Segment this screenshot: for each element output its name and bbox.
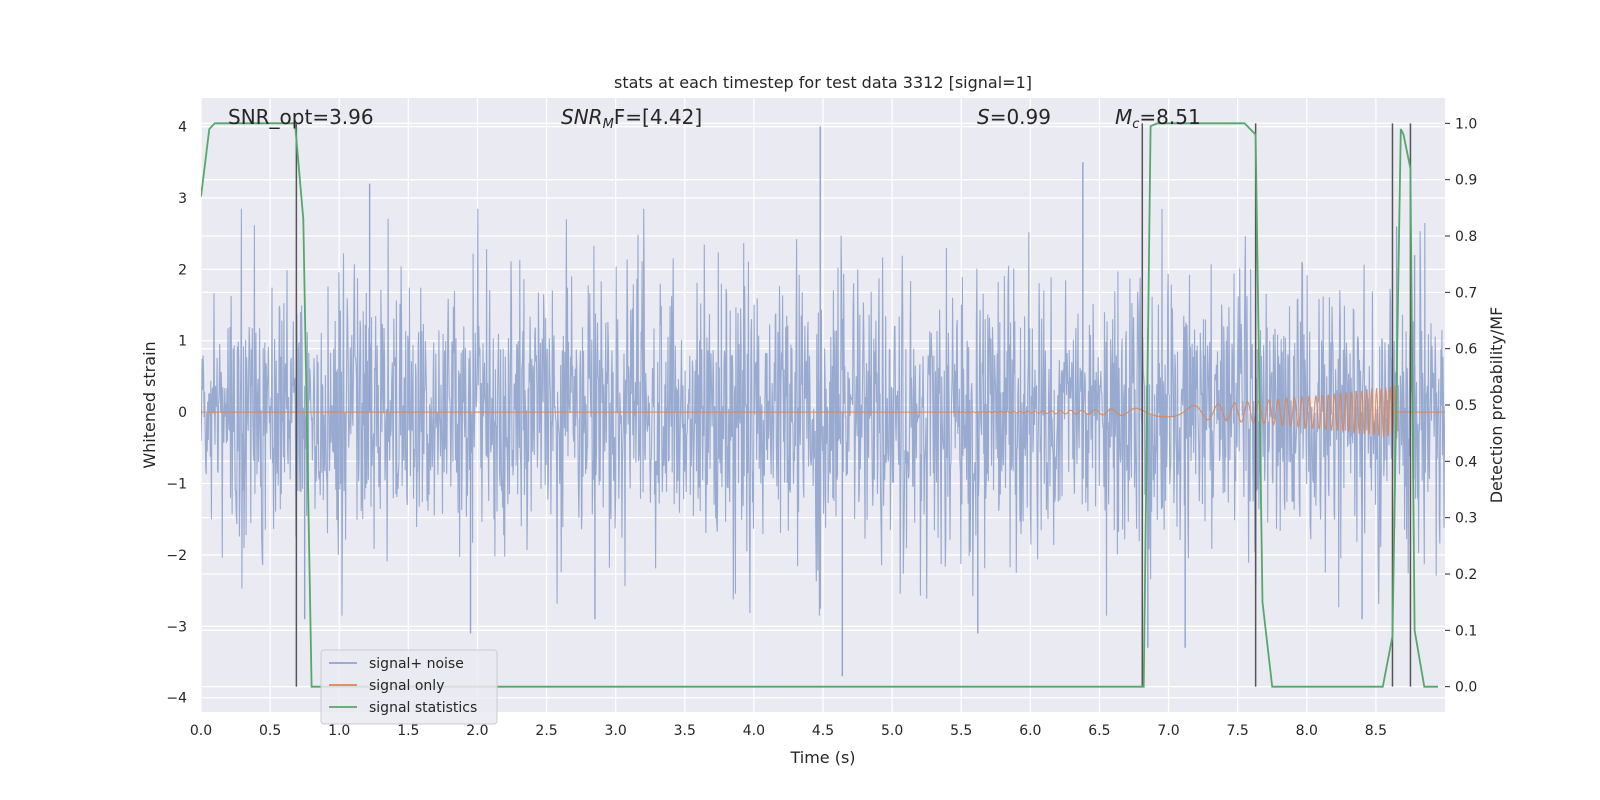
y2-tick-label: 0.8: [1455, 229, 1477, 245]
y2-tick-label: 0.0: [1455, 680, 1477, 696]
x-tick-label: 3.5: [674, 723, 696, 739]
y2-tick-label: 0.2: [1455, 567, 1477, 583]
legend: signal+ noise signal only signal statist…: [320, 649, 498, 725]
snr-mf-base: SNR: [561, 105, 603, 129]
annotation-snr-opt: SNR_opt=3.96: [228, 105, 374, 129]
x-tick-label: 1.0: [328, 723, 350, 739]
x-tick-label: 1.5: [397, 723, 419, 739]
x-axis-title: Time (s): [789, 748, 855, 767]
snr-mf-rest: F=[4.42]: [614, 105, 702, 129]
s-rest: =0.99: [990, 105, 1051, 129]
snr-mf-subscript: M: [603, 117, 614, 132]
annotation-mc: Mc=8.51: [1115, 105, 1201, 132]
x-axis-ticks: 0.0 0.5 1.0 1.5 2.0 2.5 3.0 3.5 4.0 4.5 5.0 5.5 6.0 6…: [190, 723, 1387, 739]
noise-series: [201, 126, 1445, 677]
y-axis-title: Whitened strain: [140, 341, 159, 468]
y-tick-label: −3: [166, 619, 187, 635]
y-tick-label: −1: [166, 477, 187, 493]
s-var: S: [977, 105, 990, 129]
y2-tick-label: 0.9: [1455, 173, 1477, 189]
y2-tick-label: 0.3: [1455, 511, 1477, 527]
mc-rest: =8.51: [1139, 105, 1200, 129]
y-tick-label: 2: [178, 262, 187, 278]
noise-line: [201, 208, 1445, 616]
legend-label-signal-noise: signal+ noise: [369, 656, 464, 672]
x-tick-label: 5.5: [950, 723, 972, 739]
x-tick-label: 0.0: [190, 723, 212, 739]
mc-var: M: [1115, 105, 1132, 129]
signal-only-line: [201, 385, 1445, 439]
x-tick-label: 8.0: [1296, 723, 1318, 739]
y-tick-label: −2: [166, 548, 187, 564]
annotation-s: S=0.99: [977, 105, 1051, 129]
legend-label-signal-only: signal only: [369, 678, 444, 694]
y2-tick-label: 0.5: [1455, 398, 1477, 414]
y-tick-label: 1: [178, 334, 187, 350]
x-tick-label: 0.5: [259, 723, 281, 739]
mc-subscript: c: [1132, 117, 1139, 132]
x-tick-label: 2.5: [535, 723, 557, 739]
plot-layer: [201, 122, 1445, 688]
x-tick-label: 3.0: [605, 723, 627, 739]
y2-axis-title: Detection probability/MF: [1487, 307, 1506, 504]
legend-box: [320, 649, 498, 725]
y2-tick-label: 0.4: [1455, 454, 1477, 470]
legend-label-signal-statistics: signal statistics: [369, 700, 477, 716]
x-tick-label: 2.0: [466, 723, 488, 739]
x-tick-label: 7.5: [1227, 723, 1249, 739]
x-tick-label: 6.5: [1088, 723, 1110, 739]
y2-axis-ticks: 0.0 0.1 0.2 0.3 0.4 0.5 0.6 0.7 0.8 0.9 1.0: [1445, 116, 1477, 696]
y-tick-label: −4: [166, 691, 187, 707]
x-tick-label: 5.0: [881, 723, 903, 739]
signal-statistics-series: [201, 122, 1439, 688]
x-tick-label: 7.0: [1157, 723, 1179, 739]
signal-statistics-line: [201, 122, 1439, 688]
y-axis-ticks: −4 −3 −2 −1 0 1 2 3 4: [166, 120, 187, 707]
chart-title: stats at each timestep for test data 331…: [614, 73, 1032, 92]
y2-tick-label: 0.7: [1455, 285, 1477, 301]
y-tick-label: 4: [178, 120, 187, 136]
y-tick-label: 3: [178, 191, 187, 207]
y2-tick-label: 0.1: [1455, 623, 1477, 639]
annotation-snr-mf: SNRMF=[4.42]: [561, 105, 702, 132]
y2-tick-label: 0.6: [1455, 342, 1477, 358]
signal-only-series: [201, 385, 1445, 439]
y2-tick-label: 1.0: [1455, 116, 1477, 132]
y-tick-label: 0: [178, 405, 187, 421]
x-tick-label: 8.5: [1365, 723, 1387, 739]
x-tick-label: 6.0: [1019, 723, 1041, 739]
x-tick-label: 4.5: [812, 723, 834, 739]
x-tick-label: 4.0: [743, 723, 765, 739]
